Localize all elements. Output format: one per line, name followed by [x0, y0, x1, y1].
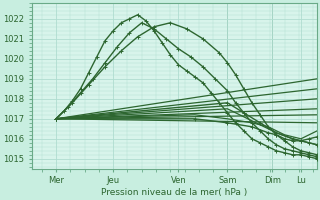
X-axis label: Pression niveau de la mer( hPa ): Pression niveau de la mer( hPa ) — [101, 188, 247, 197]
